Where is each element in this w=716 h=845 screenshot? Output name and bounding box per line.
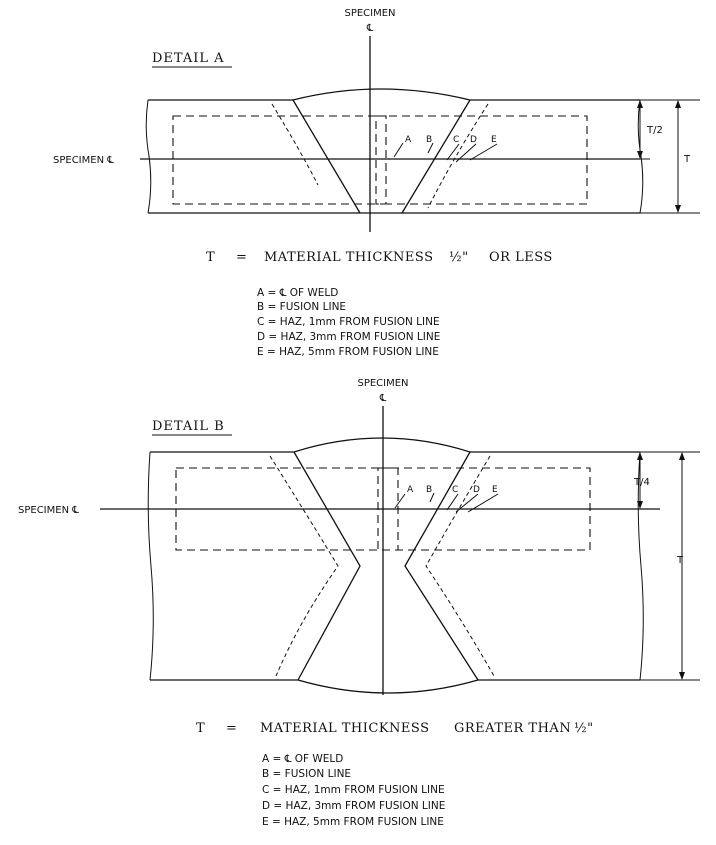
detail-a-dim-half-arrow-bottom: [637, 151, 643, 159]
detail-b-leader-e: [467, 493, 499, 513]
detail-b-caption-size: ½": [574, 721, 594, 736]
detail-b-haz-right: [425, 455, 495, 677]
detail-b-legend-e: E = HAZ, 5mm FROM FUSION LINE: [262, 816, 444, 828]
detail-b-haz-left: [269, 455, 339, 677]
detail-a-dim-full-arrow-bottom: [675, 205, 681, 213]
detail-a-specimen-side-label: SPECIMEN ℄: [53, 155, 114, 166]
detail-a-caption-qualifier: OR LESS: [489, 250, 553, 265]
detail-a-leader-c: [446, 143, 460, 161]
detail-b-point-e: E: [492, 485, 498, 495]
detail-b-point-b: B: [426, 485, 432, 495]
detail-a-dim-half-label: T/2: [646, 125, 663, 136]
detail-a-point-d: D: [470, 135, 477, 145]
detail-a-caption-t: T: [206, 250, 215, 265]
detail-b-weld-crown-bottom: [297, 679, 479, 694]
detail-b-dim-full-arrow-bottom: [679, 672, 685, 680]
detail-b-leader-c: [446, 493, 459, 511]
detail-b-dim-quarter-arrow-top: [637, 452, 643, 460]
detail-b-leader-a: [394, 493, 406, 509]
detail-b-caption-t: T: [196, 721, 205, 736]
detail-a-dim-half-arrow-top: [637, 100, 643, 108]
detail-b-fusion-line-right: [404, 451, 479, 681]
detail-b-legend-d: D = HAZ, 3mm FROM FUSION LINE: [262, 800, 445, 812]
detail-a-point-b: B: [426, 135, 432, 145]
detail-b-caption-material: MATERIAL THICKNESS: [260, 721, 429, 736]
detail-a-specimen-outline-right: [375, 115, 588, 205]
detail-b-legend-a: A = ℄ OF WELD: [262, 753, 343, 765]
detail-b-legend-c: C = HAZ, 1mm FROM FUSION LINE: [262, 784, 445, 796]
detail-b-centerline-symbol: ℄: [379, 393, 387, 404]
detail-a-title: DETAIL A: [152, 51, 225, 66]
detail-b-dim-full-arrow-top: [679, 452, 685, 460]
detail-a-haz-left: [271, 103, 319, 186]
detail-a-leader-b: [427, 142, 434, 154]
detail-a-point-e: E: [491, 135, 497, 145]
detail-a-dim-full-arrow-top: [675, 100, 681, 108]
detail-b-specimen-label: SPECIMEN: [357, 378, 408, 389]
detail-a-legend-d: D = HAZ, 3mm FROM FUSION LINE: [257, 331, 440, 343]
detail-a-point-c: C: [453, 135, 459, 145]
detail-b-point-a: A: [407, 485, 414, 495]
detail-b-dim-quarter-label: T/4: [633, 477, 650, 488]
detail-a-specimen-label: SPECIMEN: [344, 8, 395, 19]
detail-a-leader-e: [469, 143, 498, 161]
detail-b-break-right: [637, 451, 644, 681]
detail-a-point-a: A: [405, 135, 412, 145]
detail-a-legend-c: C = HAZ, 1mm FROM FUSION LINE: [257, 316, 440, 328]
detail-a-fusion-line-right: [401, 99, 471, 214]
detail-a-specimen-outline-left: [172, 115, 387, 205]
detail-a-caption-material: MATERIAL THICKNESS: [264, 250, 433, 265]
detail-a-haz-right: [427, 103, 489, 209]
detail-b-legend-b: B = FUSION LINE: [262, 768, 351, 780]
detail-a-leader-a: [393, 142, 404, 158]
detail-b-dim-full-label: T: [676, 555, 684, 566]
detail-b-specimen-side-label: SPECIMEN ℄: [18, 505, 79, 516]
detail-a-break-left: [145, 99, 152, 214]
detail-b-point-c: C: [452, 485, 458, 495]
detail-a-leader-d: [455, 143, 477, 163]
detail-b-weld-crown-top: [293, 437, 471, 453]
detail-a: SPECIMEN ℄ DETAIL A SPECIMEN ℄ A B C D: [53, 8, 700, 358]
detail-a-weld-crown: [292, 88, 471, 101]
detail-a-legend-e: E = HAZ, 5mm FROM FUSION LINE: [257, 346, 439, 358]
detail-a-fusion-line-left: [292, 99, 361, 214]
detail-b-fusion-line-left: [293, 451, 361, 681]
detail-b-caption-qualifier: GREATER THAN: [454, 721, 571, 736]
detail-b-leader-d: [455, 493, 479, 513]
detail-a-centerline-symbol: ℄: [366, 23, 374, 34]
detail-b-caption-eq: =: [226, 721, 237, 736]
detail-b-point-d: D: [473, 485, 480, 495]
detail-b-leader-b: [429, 492, 435, 503]
detail-a-caption-eq: =: [236, 250, 247, 265]
detail-a-legend-b: B = FUSION LINE: [257, 301, 346, 313]
detail-b-dim-quarter-arrow-bottom: [637, 501, 643, 509]
detail-b: SPECIMEN ℄ DETAIL B SPECIMEN ℄ A B C: [18, 378, 700, 828]
detail-a-legend-a: A = ℄ OF WELD: [257, 287, 338, 299]
detail-a-caption-size: ½": [449, 250, 469, 265]
detail-b-break-left: [147, 451, 154, 681]
detail-b-title: DETAIL B: [152, 419, 225, 434]
detail-a-dim-full-label: T: [683, 154, 691, 165]
